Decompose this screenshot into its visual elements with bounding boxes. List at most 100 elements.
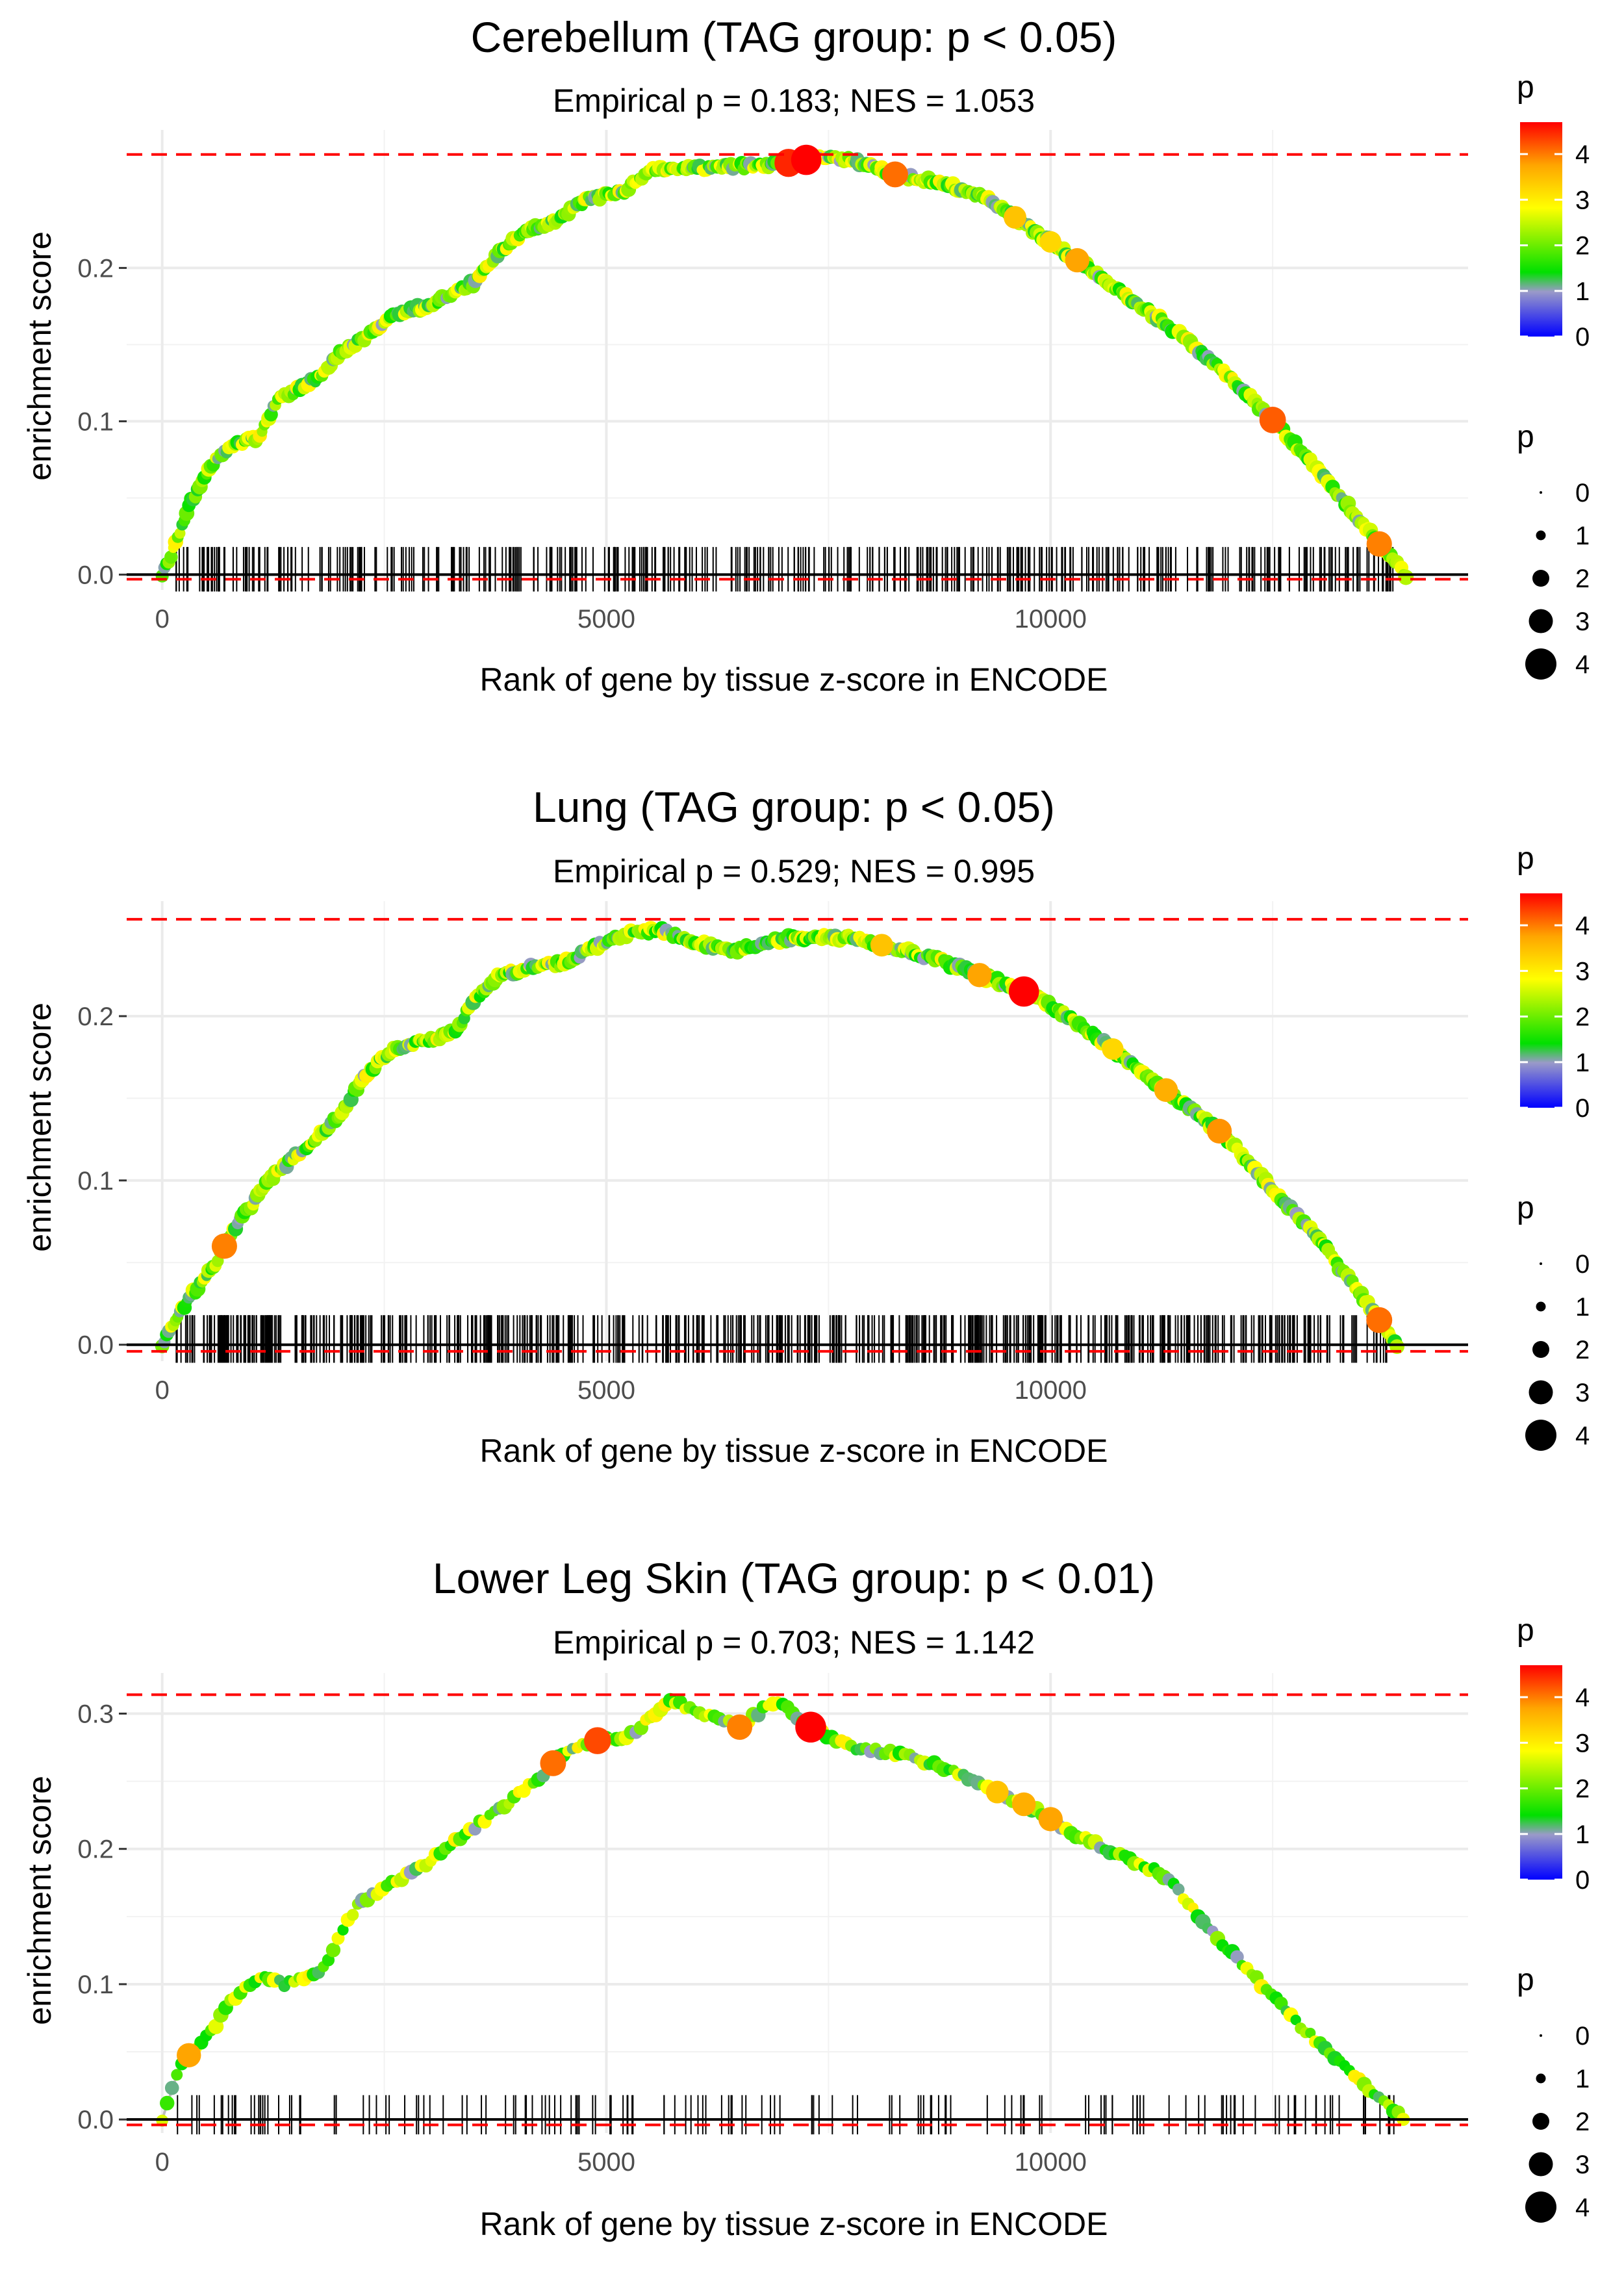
- y-tick-label: 0.0: [77, 2106, 114, 2134]
- y-tick-label: 0.0: [77, 561, 114, 589]
- size-legend-title: p: [1517, 1963, 1534, 1997]
- x-axis-label: Rank of gene by tissue z-score in ENCODE: [479, 661, 1108, 698]
- chart-title: Lower Leg Skin (TAG group: p < 0.01): [433, 1554, 1155, 1602]
- color-legend-label: 0: [1575, 323, 1590, 351]
- x-axis-label: Rank of gene by tissue z-score in ENCODE: [479, 2206, 1108, 2242]
- chart-subtitle: Empirical p = 0.529; NES = 0.995: [553, 853, 1035, 889]
- color-legend-bar: [1520, 122, 1562, 337]
- size-legend-dot: [1536, 1301, 1546, 1312]
- size-legend-title: p: [1517, 1191, 1534, 1225]
- plot-area: 0 5000 10000 0.0 0.1 0.2: [77, 901, 1468, 1405]
- size-legend-dot: [1529, 2152, 1553, 2177]
- color-legend: p 0 1 2 3 4: [1517, 70, 1590, 351]
- gene-point-highlight: [1102, 1038, 1124, 1060]
- gene-point-highlight: [1008, 976, 1039, 1007]
- size-legend-dot: [1532, 1341, 1549, 1358]
- color-legend-label: 1: [1575, 277, 1590, 306]
- size-legend-dot: [1532, 2113, 1549, 2130]
- gene-point: [208, 2019, 224, 2034]
- size-legend-label: 0: [1575, 2022, 1590, 2050]
- size-legend-label: 3: [1575, 1379, 1590, 1407]
- y-tick-label: 0.2: [77, 1003, 114, 1031]
- color-legend-title: p: [1517, 1613, 1534, 1648]
- color-legend-label: 4: [1575, 140, 1590, 169]
- size-legend-dot: [1529, 609, 1553, 633]
- x-tick-label: 5000: [577, 1376, 635, 1405]
- chart-title: Cerebellum (TAG group: p < 0.05): [471, 13, 1117, 61]
- gene-point-highlight: [1154, 1078, 1178, 1103]
- color-legend-label: 3: [1575, 1729, 1590, 1757]
- gene-point-highlight: [211, 1233, 237, 1259]
- gene-point-highlight: [1366, 1307, 1393, 1333]
- gene-point-highlight: [727, 1714, 753, 1740]
- x-tick-label: 5000: [577, 605, 635, 633]
- gene-point-highlight: [1259, 407, 1286, 433]
- x-tick-label: 0: [155, 605, 170, 633]
- color-legend-bar: [1520, 893, 1562, 1108]
- x-tick-label: 10000: [1015, 2148, 1087, 2177]
- color-legend-label: 2: [1575, 232, 1590, 261]
- gene-point: [159, 2095, 175, 2111]
- y-tick-label: 0.1: [77, 1971, 114, 1999]
- gene-point-highlight: [967, 963, 992, 988]
- size-legend-label: 4: [1575, 650, 1590, 679]
- size-legend-label: 2: [1575, 1336, 1590, 1364]
- gene-point-highlight: [985, 1780, 1009, 1804]
- y-tick-label: 0.1: [77, 1167, 114, 1195]
- size-legend-dot: [1525, 648, 1556, 680]
- y-tick-label: 0.2: [77, 1835, 114, 1864]
- size-legend-label: 3: [1575, 2151, 1590, 2179]
- size-legend-label: 4: [1575, 2193, 1590, 2222]
- size-legend: p 0 1 2 3 4: [1517, 420, 1590, 680]
- size-legend-label: 1: [1575, 1293, 1590, 1322]
- gene-point-highlight: [584, 1727, 611, 1754]
- size-legend-dot: [1525, 1420, 1556, 1451]
- gene-point: [171, 2069, 183, 2081]
- size-legend-label: 0: [1575, 479, 1590, 507]
- color-legend-label: 0: [1575, 1866, 1590, 1895]
- color-legend-bar: [1520, 1665, 1562, 1880]
- gene-point: [346, 1909, 359, 1921]
- gene-point-highlight: [177, 2043, 201, 2067]
- x-tick-label: 5000: [577, 2148, 635, 2177]
- gene-point: [337, 1924, 349, 1936]
- color-legend-title: p: [1517, 70, 1534, 105]
- plot-area: 0 5000 10000 0.0 0.1 0.2 0.3: [77, 1673, 1468, 2177]
- size-legend-dot: [1529, 1380, 1553, 1405]
- gene-point: [1305, 2027, 1316, 2039]
- panel-lower-leg-skin: Lower Leg Skin (TAG group: p < 0.01) Emp…: [21, 1554, 1590, 2242]
- gene-point-highlight: [882, 161, 908, 188]
- y-tick-label: 0.0: [77, 1331, 114, 1360]
- size-legend-label: 1: [1575, 2065, 1590, 2093]
- gene-point: [1398, 569, 1414, 585]
- size-legend: p 0 1 2 3 4: [1517, 1963, 1590, 2223]
- gene-point-highlight: [1011, 1792, 1036, 1817]
- size-legend: p 0 1 2 3 4: [1517, 1191, 1590, 1451]
- x-tick-label: 0: [155, 2148, 170, 2177]
- panel-lung: Lung (TAG group: p < 0.05) Empirical p =…: [21, 783, 1590, 1469]
- y-tick-label: 0.3: [77, 1700, 114, 1728]
- color-legend-label: 3: [1575, 186, 1590, 214]
- plot-area: 0 5000 10000 0.0 0.1 0.2: [77, 130, 1468, 633]
- size-legend-dot: [1525, 2191, 1556, 2223]
- gene-point-highlight: [540, 1750, 566, 1776]
- gene-point-highlight: [1039, 231, 1061, 253]
- color-legend-title: p: [1517, 841, 1534, 876]
- y-tick-label: 0.1: [77, 407, 114, 436]
- gene-point-highlight: [795, 1711, 826, 1743]
- color-legend-label: 4: [1575, 912, 1590, 940]
- gene-point: [325, 1943, 341, 1958]
- gene-point-highlight: [1206, 1118, 1232, 1144]
- size-legend-dot: [1540, 1262, 1542, 1265]
- y-tick-label: 0.2: [77, 254, 114, 283]
- size-legend-dot: [1540, 2034, 1542, 2037]
- size-legend-dot: [1536, 530, 1546, 541]
- gene-point-highlight: [870, 934, 893, 957]
- color-legend-label: 1: [1575, 1049, 1590, 1077]
- color-legend-label: 0: [1575, 1094, 1590, 1123]
- panel-cerebellum: Cerebellum (TAG group: p < 0.05) Empiric…: [21, 13, 1590, 698]
- size-legend-dot: [1536, 2073, 1546, 2084]
- gene-point: [1290, 2014, 1301, 2026]
- gene-point-highlight: [1065, 248, 1089, 273]
- gene-point: [164, 550, 178, 564]
